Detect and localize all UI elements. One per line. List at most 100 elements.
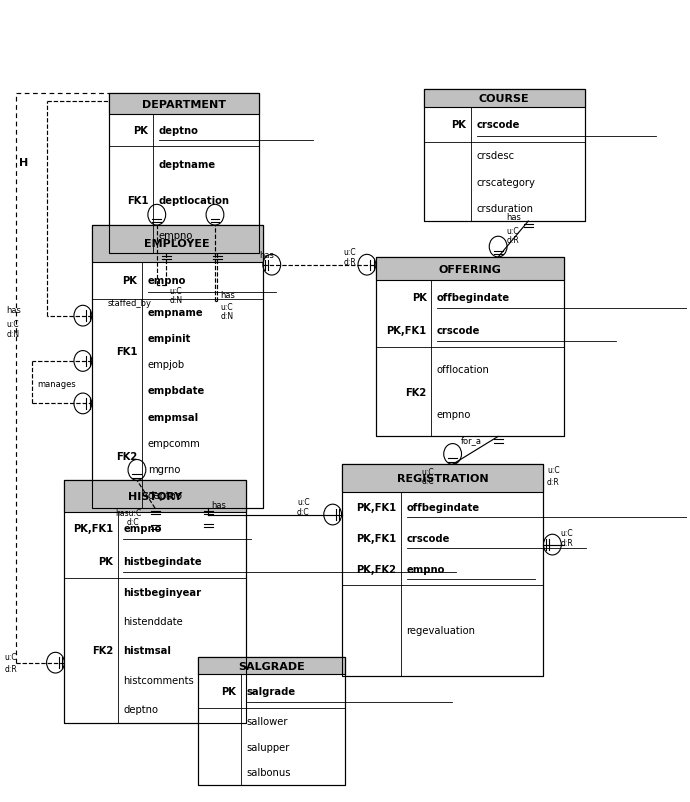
Bar: [424, 91, 584, 222]
Text: FK1: FK1: [127, 196, 148, 205]
Text: has: has: [506, 213, 521, 222]
Text: u:C: u:C: [547, 466, 560, 475]
Text: has: has: [259, 250, 275, 259]
Text: histcomments: histcomments: [124, 674, 194, 685]
Text: crsduration: crsduration: [477, 204, 533, 213]
Text: histmsal: histmsal: [124, 646, 171, 656]
Text: mgrno: mgrno: [148, 464, 180, 474]
Text: PK: PK: [134, 126, 148, 136]
Text: d:R: d:R: [506, 236, 519, 245]
Text: PK: PK: [412, 293, 426, 302]
Text: crscategory: crscategory: [477, 177, 535, 188]
Text: d:N: d:N: [221, 312, 234, 321]
Text: manages: manages: [37, 379, 76, 389]
Text: empno: empno: [148, 276, 186, 286]
Bar: [198, 658, 345, 674]
Text: PK,FK1: PK,FK1: [73, 524, 113, 533]
Text: EMPLOYEE: EMPLOYEE: [144, 239, 210, 249]
Text: empname: empname: [148, 307, 204, 318]
Bar: [64, 480, 246, 512]
Text: OFFERING: OFFERING: [438, 265, 502, 274]
Text: PK: PK: [98, 557, 113, 566]
Text: deptno: deptno: [124, 704, 159, 714]
Text: PK: PK: [123, 276, 137, 286]
Text: offbegindate: offbegindate: [406, 503, 480, 512]
Text: d:R: d:R: [4, 664, 17, 673]
Text: deptno: deptno: [148, 491, 183, 500]
Text: empbdate: empbdate: [148, 386, 205, 396]
Text: crsdesc: crsdesc: [477, 151, 515, 161]
Text: d:N: d:N: [6, 329, 19, 338]
Text: u:C: u:C: [506, 226, 519, 235]
Bar: [376, 257, 564, 281]
Text: COURSE: COURSE: [479, 94, 529, 104]
Text: d:N: d:N: [170, 296, 183, 305]
Bar: [109, 95, 259, 253]
Text: d:R: d:R: [547, 478, 560, 487]
Bar: [64, 480, 246, 723]
Text: empno: empno: [437, 410, 471, 419]
Bar: [92, 226, 263, 262]
Text: d:R: d:R: [344, 257, 356, 266]
Text: HISTORY: HISTORY: [128, 492, 182, 501]
Text: for_a: for_a: [461, 435, 482, 445]
Text: FK2: FK2: [92, 646, 113, 656]
Text: empno: empno: [406, 565, 445, 574]
Bar: [198, 658, 345, 785]
Text: REGISTRATION: REGISTRATION: [397, 473, 489, 484]
Text: empmsal: empmsal: [148, 412, 199, 422]
Bar: [424, 91, 584, 107]
Text: salbonus: salbonus: [247, 768, 291, 777]
Bar: [342, 464, 544, 676]
Text: deptname: deptname: [159, 160, 216, 170]
Bar: [342, 464, 544, 676]
Text: PK: PK: [221, 687, 237, 696]
Text: u:C: u:C: [221, 302, 233, 311]
Text: crscode: crscode: [437, 326, 480, 336]
Text: FK2: FK2: [405, 387, 426, 397]
Text: d:R: d:R: [560, 538, 573, 547]
Text: crscode: crscode: [406, 533, 450, 544]
Text: PK,FK1: PK,FK1: [386, 326, 426, 336]
Text: PK,FK1: PK,FK1: [356, 503, 396, 512]
Text: DEPARTMENT: DEPARTMENT: [142, 99, 226, 110]
Text: PK,FK2: PK,FK2: [356, 565, 396, 574]
Text: deptlocation: deptlocation: [159, 196, 230, 205]
Text: u:C: u:C: [297, 497, 310, 507]
Text: empno: empno: [159, 231, 193, 241]
Text: deptno: deptno: [159, 126, 199, 136]
Bar: [92, 226, 263, 508]
Text: empcomm: empcomm: [148, 438, 201, 448]
Bar: [424, 91, 584, 222]
Text: offbegindate: offbegindate: [437, 293, 510, 302]
Bar: [198, 658, 345, 785]
Text: empjob: empjob: [148, 359, 185, 370]
Text: salgrade: salgrade: [247, 687, 296, 696]
Text: histbeginyear: histbeginyear: [124, 587, 201, 597]
Text: hasu:C: hasu:C: [115, 508, 141, 517]
Text: salupper: salupper: [247, 742, 290, 751]
Text: offlocation: offlocation: [437, 365, 490, 375]
Text: staffed_by: staffed_by: [108, 298, 152, 307]
Bar: [64, 480, 246, 723]
Bar: [109, 95, 259, 115]
Text: PK: PK: [451, 120, 466, 130]
Text: u:C: u:C: [6, 320, 19, 329]
Bar: [342, 464, 544, 492]
Bar: [376, 257, 564, 437]
Text: empinit: empinit: [148, 334, 191, 343]
Text: sallower: sallower: [247, 716, 288, 726]
Text: has: has: [221, 290, 235, 299]
Text: regevaluation: regevaluation: [406, 626, 475, 635]
Text: histbegindate: histbegindate: [124, 557, 202, 566]
Text: has: has: [6, 306, 21, 314]
Text: PK,FK1: PK,FK1: [356, 533, 396, 544]
Text: d:C: d:C: [422, 477, 435, 486]
Bar: [92, 226, 263, 508]
Text: u:C: u:C: [344, 248, 356, 257]
Text: SALGRADE: SALGRADE: [238, 661, 305, 670]
Text: H: H: [19, 158, 28, 168]
Text: u:C: u:C: [4, 652, 17, 661]
Text: d:C: d:C: [126, 517, 139, 526]
Text: u:C: u:C: [560, 529, 573, 537]
